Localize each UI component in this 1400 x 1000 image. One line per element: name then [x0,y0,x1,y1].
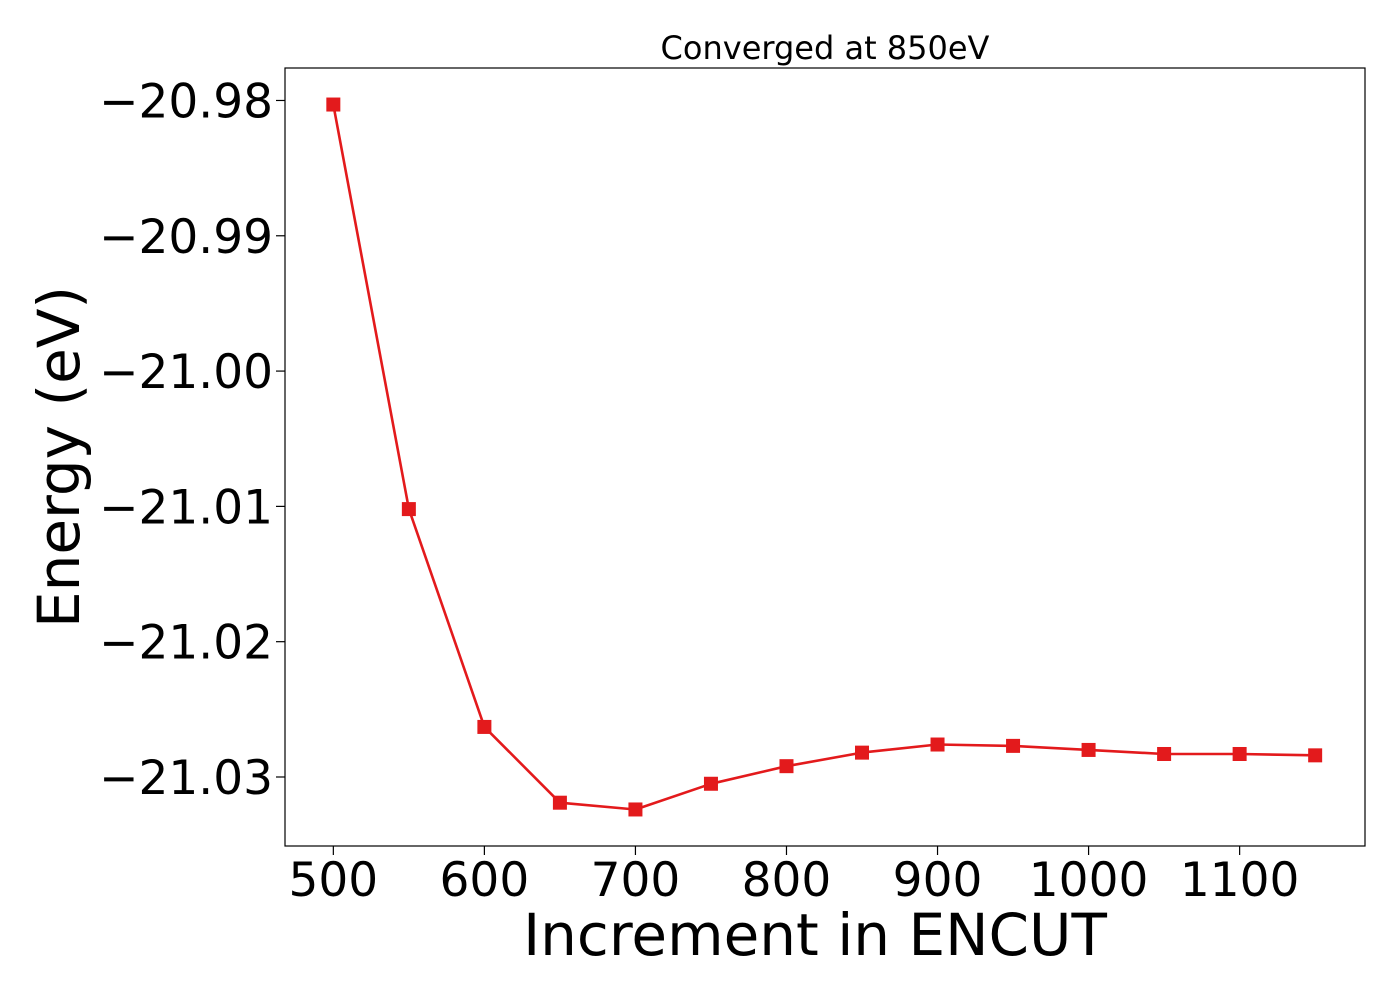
data-point [628,802,643,817]
data-point [326,97,341,112]
x-axis-ticks: 500 600 700 800 900 1000 1100 [288,846,1299,908]
data-point [1308,748,1323,763]
x-tick-label: 800 [742,853,832,908]
y-tick-label: −20.98 [99,74,273,129]
x-tick-label: 900 [893,853,983,908]
x-tick-label: 700 [591,853,681,908]
data-point [401,502,416,517]
data-point [1157,746,1172,761]
data-point [1232,746,1247,761]
y-tick-label: −21.01 [99,480,273,535]
y-axis-label: Energy (eV) [25,286,93,628]
data-point [477,719,492,734]
data-point [1081,742,1096,757]
series-line [332,104,1316,811]
x-tick-label: 1000 [1029,853,1149,908]
y-tick-label: −20.99 [99,210,273,265]
x-tick-label: 600 [440,853,530,908]
y-tick-label: −21.00 [99,345,273,400]
y-tick-label: −21.03 [99,751,273,806]
plot-frame [284,67,1366,847]
chart-title: Converged at 850eV [661,29,990,67]
y-axis-ticks: −20.98 −20.99 −21.00 −21.01 −21.02 −21.03 [99,74,285,806]
data-point [552,795,567,810]
data-point [779,759,794,774]
data-point [930,737,945,752]
y-tick-label: −21.02 [99,616,273,671]
x-tick-label: 500 [288,853,378,908]
data-point [855,745,870,760]
plot-series [326,97,1323,817]
data-point [1006,738,1021,753]
x-axis-label: Increment in ENCUT [523,901,1107,969]
data-point [703,776,718,791]
x-tick-label: 1100 [1180,853,1300,908]
